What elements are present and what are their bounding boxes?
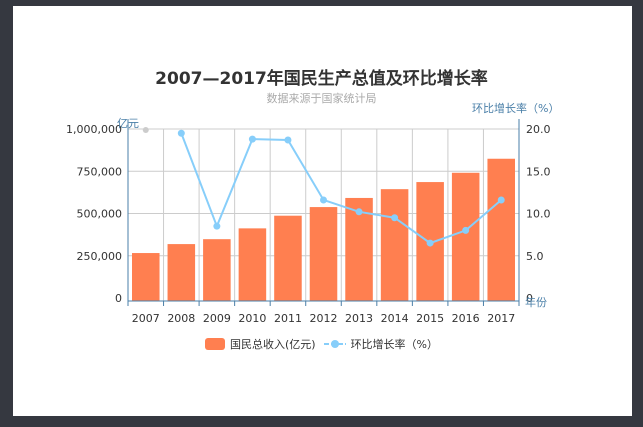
bar <box>380 189 409 301</box>
left-tick-label: 750,000 <box>77 165 123 178</box>
bar <box>132 253 160 301</box>
line-point <box>391 214 399 222</box>
x-tick-label: 2015 <box>416 312 444 325</box>
right-tick-label: 10.0 <box>526 208 551 221</box>
legend-item-bar[interactable]: 国民总收入(亿元) <box>204 336 316 352</box>
right-tick-label: 0 <box>526 292 533 305</box>
bar <box>274 215 302 301</box>
right-tick-label: 5.0 <box>526 250 544 263</box>
left-tick-label: 250,000 <box>77 250 123 263</box>
bar <box>167 244 196 301</box>
bar-swatch-icon <box>204 338 225 350</box>
bar <box>487 158 515 301</box>
x-tick-label: 2011 <box>274 312 302 325</box>
left-tick-label: 1,000,000 <box>66 123 122 136</box>
line-point <box>497 196 505 204</box>
line-point <box>320 196 327 204</box>
right-axis-name: 环比增长率（%） <box>472 101 559 115</box>
line-series <box>142 127 505 247</box>
grid-lines <box>128 128 519 301</box>
line-point <box>284 136 292 144</box>
line-point <box>177 129 185 137</box>
bar <box>238 228 267 301</box>
growth-line <box>180 132 502 245</box>
legend-bar-label: 国民总收入(亿元) <box>229 338 316 351</box>
line-point <box>426 239 434 247</box>
bar-series <box>132 158 515 301</box>
right-tick-label: 20.0 <box>526 123 551 136</box>
line-point <box>248 135 256 143</box>
chart-title: 2007—2017年国民生产总值及环比增长率 <box>155 69 488 89</box>
x-tick-label: 2010 <box>238 312 266 325</box>
x-tick-label: 2017 <box>487 312 515 325</box>
left-tick-label: 500,000 <box>77 208 123 221</box>
x-tick-label: 2009 <box>203 312 231 325</box>
x-tick-label: 2014 <box>381 312 409 325</box>
line-point <box>355 208 363 216</box>
line-swatch-icon <box>323 338 346 350</box>
missing-point <box>142 127 149 133</box>
bar <box>203 239 231 301</box>
line-point <box>462 226 470 234</box>
x-axis-name: 年份 <box>525 295 547 309</box>
left-axis-name: 亿元 <box>117 117 139 130</box>
legend: 国民总收入(亿元) 环比增长率（%） <box>0 336 643 352</box>
bar <box>451 172 480 301</box>
legend-line-label: 环比增长率（%） <box>350 338 439 351</box>
x-tick-label: 2016 <box>452 312 480 325</box>
x-tick-label: 2012 <box>310 312 338 325</box>
right-tick-label: 15.0 <box>526 165 551 178</box>
x-tick-label: 2007 <box>132 312 160 325</box>
bar <box>309 207 338 301</box>
chart-subtitle: 数据来源于国家统计局 <box>266 92 377 105</box>
x-tick-label: 2013 <box>345 312 373 325</box>
x-tick-label: 2008 <box>167 312 195 325</box>
axes: 0 0 250,000 5.0 500,000 10.0 750,000 15.0 1,000,… <box>66 119 551 325</box>
legend-item-line[interactable]: 环比增长率（%） <box>323 336 439 352</box>
left-tick-label: 0 <box>115 292 122 305</box>
line-point <box>213 222 221 230</box>
